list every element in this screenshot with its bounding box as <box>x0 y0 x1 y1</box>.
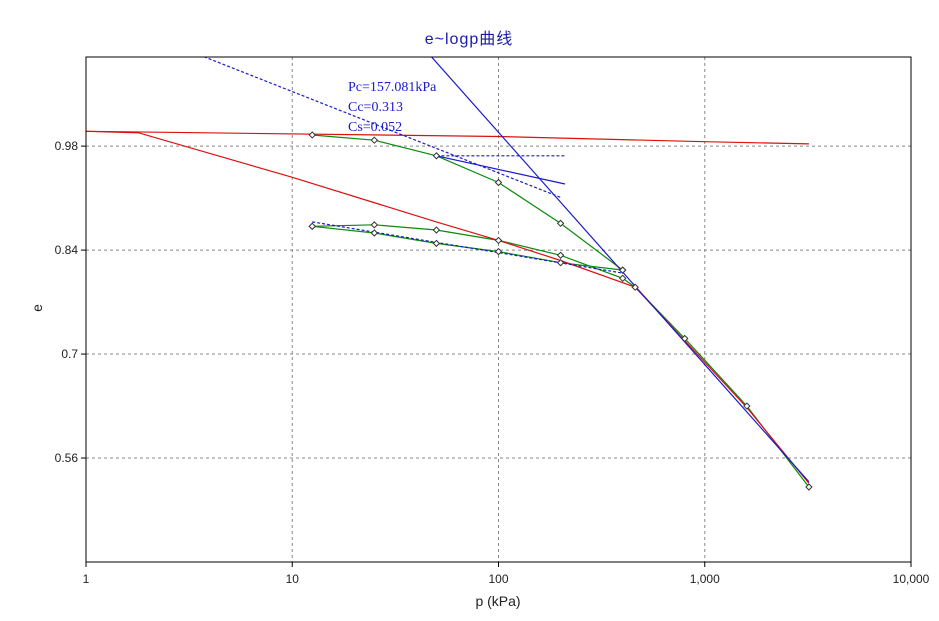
data-point-marker <box>494 236 503 245</box>
y-tick-label: 0.98 <box>55 139 79 153</box>
x-axis-ticks: 1 10 100 1,000 10,000 <box>83 562 930 586</box>
data-point-marker <box>618 274 627 283</box>
data-point-marker <box>556 219 565 228</box>
data-point-marker <box>308 131 316 139</box>
series-layer <box>86 57 810 488</box>
series-corrected-virgin <box>86 130 810 484</box>
series-tangent <box>436 155 566 185</box>
marker-layer <box>308 131 813 491</box>
x-tick-label: 10 <box>286 572 300 586</box>
series-horizontal-e0 <box>86 130 809 145</box>
series-loading <box>312 134 624 271</box>
x-tick-label: 10,000 <box>893 572 930 586</box>
y-axis-label: e <box>29 304 45 312</box>
data-point-marker <box>743 402 751 410</box>
series-reloading <box>312 224 810 488</box>
data-point-marker <box>432 152 441 160</box>
data-point-marker <box>370 136 379 144</box>
data-point-marker <box>681 334 689 343</box>
annotation-pc: Pc=157.081kPa <box>348 80 437 95</box>
x-tick-label: 1,000 <box>690 572 720 586</box>
series-unloading <box>312 225 623 271</box>
series-bisector <box>203 57 561 198</box>
x-tick-label: 1 <box>83 572 90 586</box>
data-point-marker <box>631 283 639 291</box>
chart-title: e~logp曲线 <box>425 30 514 48</box>
series-unload-reload-mean <box>312 221 623 274</box>
y-tick-label: 0.7 <box>61 347 78 361</box>
annotation-cc: Cc=0.313 <box>348 100 403 115</box>
data-point-marker <box>370 229 379 237</box>
data-point-marker <box>432 239 441 248</box>
series-compression-line <box>430 57 810 483</box>
y-tick-label: 0.56 <box>55 451 79 465</box>
data-point-marker <box>494 247 503 256</box>
x-axis-label: p (kPa) <box>475 593 520 609</box>
data-point-marker <box>494 178 503 187</box>
data-point-marker <box>805 483 813 491</box>
data-point-marker <box>618 266 627 274</box>
x-tick-label: 100 <box>488 572 508 586</box>
data-point-marker <box>556 251 565 259</box>
data-point-marker <box>308 222 316 231</box>
y-tick-label: 0.84 <box>55 243 79 257</box>
annotation-cs: Cs=0.052 <box>348 120 402 135</box>
y-axis-ticks: 0.98 0.84 0.7 0.56 <box>55 139 86 465</box>
data-point-marker <box>432 226 441 234</box>
data-point-marker <box>370 221 379 229</box>
data-point-marker <box>556 259 565 267</box>
